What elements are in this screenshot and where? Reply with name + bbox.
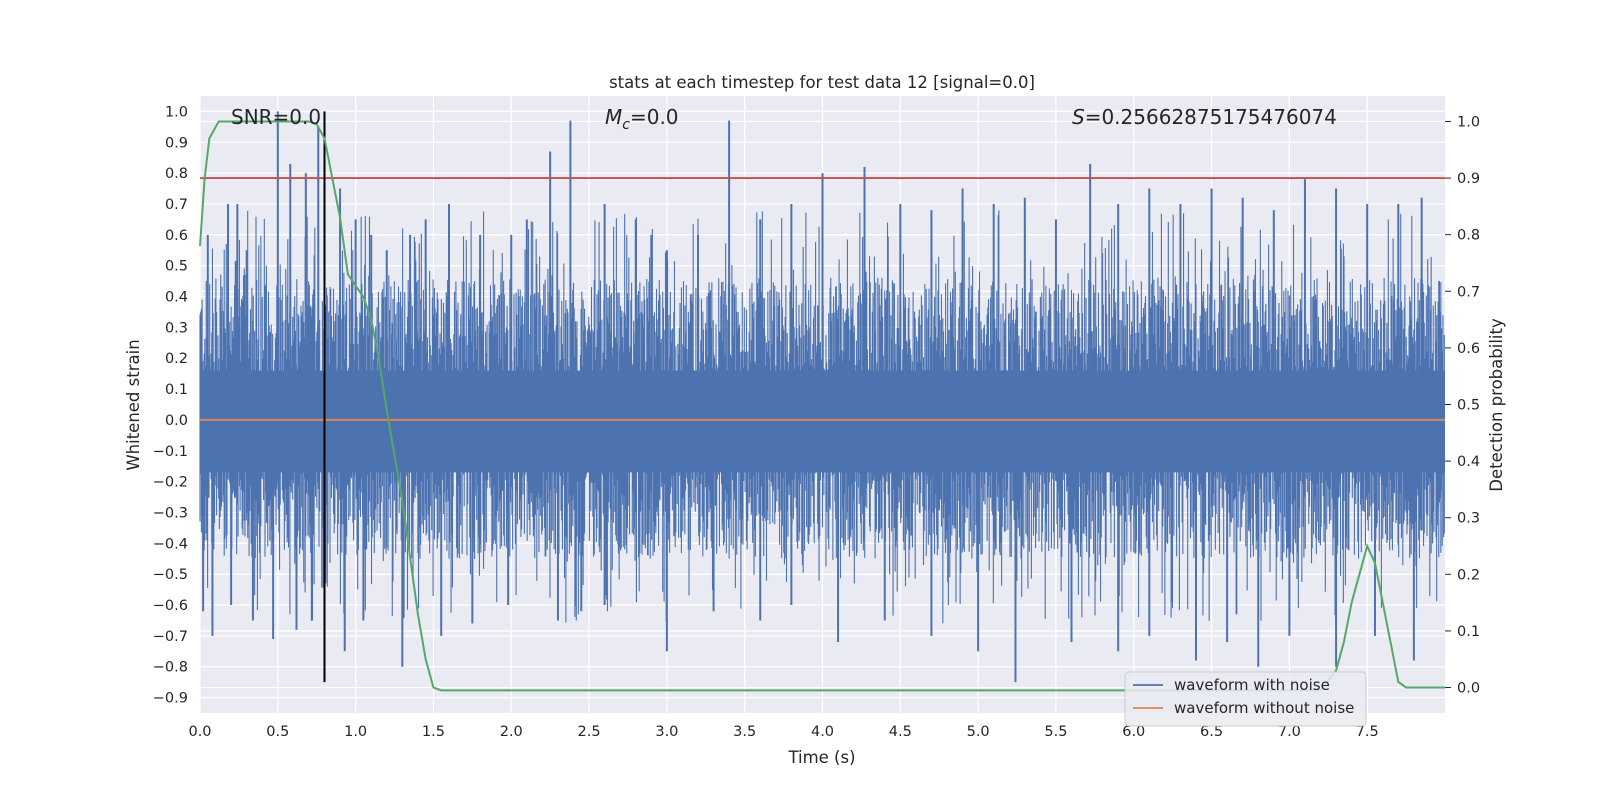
chart-title: stats at each timestep for test data 12 … bbox=[609, 73, 1035, 92]
y-tick-label-right: 0.5 bbox=[1457, 398, 1480, 414]
y-tick-label-left: −0.4 bbox=[153, 536, 188, 552]
y-tick-label-left: −0.1 bbox=[153, 444, 188, 460]
y-tick-label-left: −0.8 bbox=[153, 660, 188, 676]
x-tick-label: 5.5 bbox=[1044, 724, 1067, 740]
y-tick-label-left: 0.1 bbox=[165, 382, 188, 398]
x-tick-label: 6.0 bbox=[1122, 724, 1145, 740]
y-tick-label-right: 0.0 bbox=[1457, 681, 1480, 697]
x-tick-label: 4.0 bbox=[811, 724, 834, 740]
y-tick-label-left: −0.2 bbox=[153, 475, 188, 491]
x-tick-label: 3.5 bbox=[733, 724, 756, 740]
y-tick-label-left: −0.7 bbox=[153, 629, 188, 645]
y-tick-label-left: 0.0 bbox=[165, 413, 188, 429]
score-symbol: S bbox=[1072, 105, 1085, 129]
y-tick-label-left: −0.6 bbox=[153, 598, 188, 614]
y-tick-label-right: 0.8 bbox=[1457, 228, 1480, 244]
legend-label-noise: waveform with noise bbox=[1174, 676, 1330, 694]
chirp-mass-subscript: c bbox=[622, 117, 630, 133]
overlay-lines bbox=[199, 111, 1445, 692]
y-tick-label-left: −0.9 bbox=[153, 691, 188, 707]
x-tick-label: 5.0 bbox=[967, 724, 990, 740]
y-tick-label-right: 0.6 bbox=[1457, 341, 1480, 357]
y-axis-label-left: Whitened strain bbox=[124, 339, 143, 470]
y-tick-label-right: 1.0 bbox=[1457, 114, 1480, 130]
y-tick-label-left: 0.7 bbox=[165, 197, 188, 213]
y-tick-label-right: 0.4 bbox=[1457, 454, 1480, 470]
y-tick-label-right: 0.2 bbox=[1457, 567, 1480, 583]
x-tick-label: 3.0 bbox=[655, 724, 678, 740]
y-tick-label-left: −0.3 bbox=[153, 505, 188, 521]
y-tick-label-right: 0.3 bbox=[1457, 511, 1480, 527]
y-tick-label-left: −0.5 bbox=[153, 567, 188, 583]
x-tick-label: 7.5 bbox=[1356, 724, 1379, 740]
y-tick-label-left: 0.8 bbox=[165, 166, 188, 182]
y-tick-label-left: 0.5 bbox=[165, 259, 188, 275]
y-tick-label-left: 0.4 bbox=[165, 290, 188, 306]
x-tick-label: 1.0 bbox=[344, 724, 367, 740]
y-axis-label-right: Detection probability bbox=[1487, 318, 1506, 492]
y-tick-label-left: 0.2 bbox=[165, 351, 188, 367]
legend: waveform with noise waveform without noi… bbox=[1124, 671, 1367, 727]
snr-annotation: SNR=0.0 bbox=[231, 105, 321, 129]
y-tick-label-left: 1.0 bbox=[165, 104, 188, 120]
y-tick-label-right: 0.9 bbox=[1457, 171, 1480, 187]
legend-box bbox=[1124, 671, 1367, 727]
y-tick-label-left: 0.3 bbox=[165, 320, 188, 336]
tick-labels: 0.0 0.5 1.0 1.5 2.0 2.5 3.0 3.5 4.0 4.5 5.0 5.5 6.0 6… bbox=[153, 104, 1480, 740]
detection-probability-line bbox=[199, 120, 1445, 692]
chirp-mass-annotation: Mc=0.0 bbox=[605, 105, 679, 133]
chirp-mass-symbol: M bbox=[605, 105, 622, 129]
x-tick-label: 0.5 bbox=[266, 724, 289, 740]
x-tick-label: 2.0 bbox=[500, 724, 523, 740]
x-tick-label: 7.0 bbox=[1278, 724, 1301, 740]
y-tick-label-right: 0.7 bbox=[1457, 284, 1480, 300]
x-tick-label: 0.0 bbox=[188, 724, 211, 740]
x-tick-label: 6.5 bbox=[1200, 724, 1223, 740]
legend-label-clean: waveform without noise bbox=[1174, 699, 1354, 717]
y-tick-label-right: 0.1 bbox=[1457, 624, 1480, 640]
x-tick-label: 4.5 bbox=[889, 724, 912, 740]
y-tick-label-left: 0.6 bbox=[165, 228, 188, 244]
chirp-mass-value: =0.0 bbox=[630, 105, 679, 129]
x-tick-label: 1.5 bbox=[422, 724, 445, 740]
x-tick-label: 2.5 bbox=[578, 724, 601, 740]
series-waveform-with-noise bbox=[199, 111, 1445, 683]
score-value: =0.25662875175476074 bbox=[1085, 105, 1337, 129]
y-tick-label-left: 0.9 bbox=[165, 135, 188, 151]
x-axis-label: Time (s) bbox=[787, 748, 855, 767]
score-annotation: S=0.25662875175476074 bbox=[1072, 105, 1337, 129]
